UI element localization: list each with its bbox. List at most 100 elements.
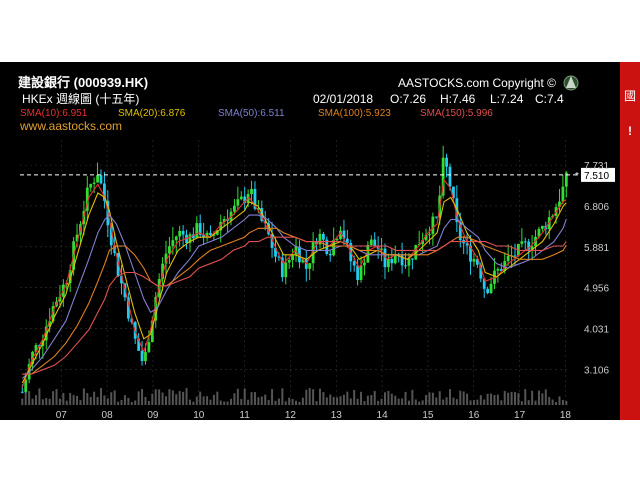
volume-bar	[544, 389, 547, 405]
candle-body	[328, 253, 332, 256]
volume-bar	[390, 393, 393, 405]
volume-bar	[500, 400, 503, 405]
legend-sma50: SMA(50):6.511	[218, 108, 285, 119]
volume-bar	[76, 395, 79, 405]
candle-body	[452, 186, 455, 199]
quote-low: L:7.24	[490, 92, 524, 106]
volume-bar	[490, 393, 493, 405]
volume-bar	[301, 397, 304, 405]
candle-body	[174, 236, 178, 241]
candle-body	[215, 230, 219, 235]
volume-bar	[93, 391, 96, 405]
candle-body	[202, 234, 206, 237]
quote-high: H:7.46	[440, 92, 476, 106]
sma-lines	[21, 178, 567, 388]
volume-bar	[435, 397, 438, 405]
volume-bar	[370, 395, 373, 405]
volume-bar	[161, 392, 164, 405]
volume-bar	[69, 392, 72, 405]
volume-bar	[260, 396, 263, 405]
y-tick-label: 4.031	[584, 325, 609, 336]
volume-bar	[65, 400, 68, 405]
volume-bar	[558, 396, 561, 405]
volume-bar	[120, 399, 123, 405]
candle-body	[301, 259, 305, 263]
x-tick-label: 16	[468, 410, 480, 421]
y-axis-ticks: 3.106 4.031 4.956 5.881 6.806 7.731	[584, 161, 609, 376]
volume-bar	[175, 394, 178, 405]
candle-body	[195, 223, 199, 239]
aastocks-logo-icon	[563, 75, 579, 91]
candle-body	[260, 208, 264, 221]
volume-bar	[332, 397, 335, 405]
volume-bar	[305, 389, 308, 405]
candle-body	[458, 222, 462, 241]
volume-bar	[99, 388, 102, 405]
volume-bar	[123, 395, 126, 405]
candle-body	[48, 321, 52, 327]
candle-body	[496, 269, 500, 271]
side-tab[interactable]	[620, 62, 640, 420]
volume-bar	[202, 396, 205, 405]
candle-body	[147, 342, 151, 352]
volume-bar	[318, 388, 321, 405]
volume-bar	[404, 391, 407, 405]
volume-bar	[113, 390, 116, 405]
x-tick-label: 14	[377, 410, 389, 421]
volume-bar	[496, 394, 499, 405]
volume-bar	[55, 389, 58, 405]
legend-sma10: SMA(10):6.951	[20, 108, 88, 119]
candle-body	[352, 261, 356, 266]
candle-body	[209, 232, 212, 235]
candle-body	[68, 269, 72, 283]
volume-bar	[154, 389, 157, 405]
volume-bar	[230, 398, 233, 405]
candle-body	[407, 258, 411, 266]
volume-bar	[428, 392, 431, 405]
volume-bar	[137, 391, 140, 405]
volume-bar	[106, 398, 109, 405]
x-tick-label: 07	[56, 410, 68, 421]
volume-bar	[52, 391, 55, 405]
candle-body	[126, 297, 130, 319]
candle-body	[85, 187, 89, 211]
volume-bar	[438, 391, 441, 405]
candle-body	[308, 263, 312, 269]
website-watermark: www.aastocks.com	[19, 119, 122, 133]
candle-body	[222, 219, 226, 222]
candle-body	[489, 283, 493, 294]
candle-body	[274, 247, 277, 257]
last-price-asterisk: *	[575, 171, 579, 182]
volume-bar	[514, 392, 517, 405]
candle-body	[92, 182, 96, 184]
candle-body	[356, 265, 360, 280]
candle-body	[256, 208, 260, 210]
candle-body	[410, 258, 414, 260]
volume-bar	[31, 398, 34, 405]
candle-body	[482, 278, 486, 289]
volume-bar	[520, 401, 523, 405]
candle-body	[51, 306, 55, 322]
candle-body	[284, 262, 288, 278]
candle-body	[34, 345, 38, 352]
volume-bar	[58, 398, 61, 405]
candle-body	[20, 391, 24, 393]
volume-bar	[62, 392, 65, 405]
volume-bar	[448, 389, 451, 405]
volume-bar	[452, 397, 455, 405]
candle-body	[537, 228, 541, 237]
volume-bar	[329, 394, 332, 405]
volume-bar	[455, 399, 458, 405]
x-tick-label: 13	[331, 410, 343, 421]
volume-bar	[188, 399, 191, 405]
candle-body	[253, 188, 257, 209]
volume-bar	[565, 401, 568, 405]
volume-bar	[178, 391, 181, 405]
candle-body	[181, 230, 185, 235]
candle-body	[472, 259, 476, 262]
volume-bar	[168, 389, 171, 405]
x-tick-label: 18	[560, 410, 572, 421]
volume-bar	[537, 390, 540, 405]
volume-bar	[548, 397, 551, 405]
volume-bar	[418, 401, 421, 405]
